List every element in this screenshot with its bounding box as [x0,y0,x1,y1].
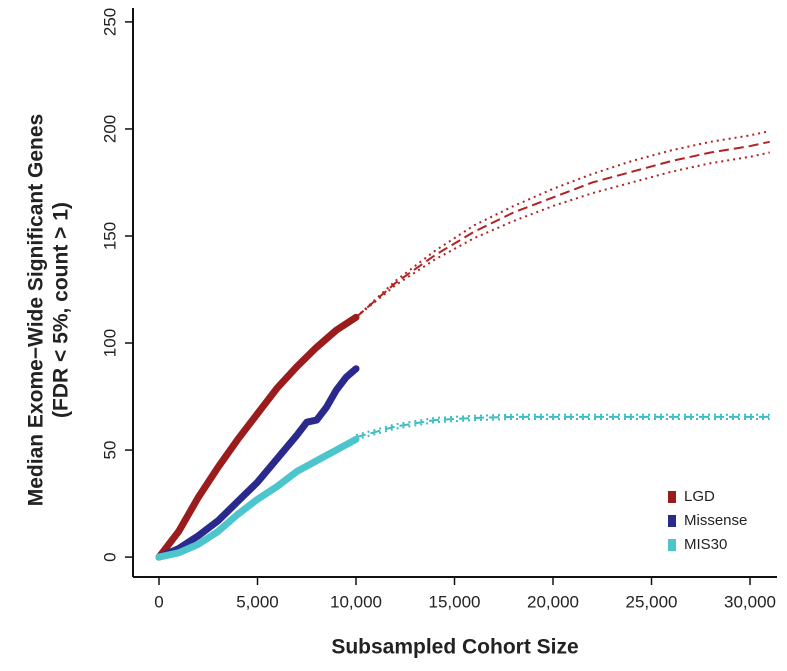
projection-line [355,140,770,319]
y-tick-label: 100 [100,329,119,357]
y-axis-title: (FDR < 5%, count > 1) [50,202,73,418]
legend-swatch [668,491,676,503]
projection-line [355,418,770,441]
y-tick-label: 150 [100,222,119,250]
x-tick-label: 25,000 [626,592,678,611]
x-tick-label: 15,000 [429,592,481,611]
y-tick-label: 200 [100,115,119,143]
x-tick-label: 10,000 [330,592,382,611]
legend-label: LGD [684,488,715,505]
x-tick-label: 5,000 [236,592,279,611]
series-line [155,435,360,561]
y-tick-label: 250 [100,8,119,36]
x-tick-label: 20,000 [527,592,579,611]
projection-line [355,151,770,319]
projection-line [355,413,770,437]
series-line [155,365,360,561]
projection-line [355,130,770,319]
y-tick-label: 50 [100,441,119,460]
x-tick-label: 0 [154,592,163,611]
series-line [155,313,360,561]
projection-line [355,415,770,439]
legend-swatch [668,515,676,527]
x-axis-title: Subsampled Cohort Size [331,636,578,659]
legend-swatch [668,539,676,551]
legend-label: Missense [684,512,747,529]
legend-label: MIS30 [684,536,727,553]
y-tick-label: 0 [100,552,119,561]
y-axis-title: Median Exome−Wide Significant Genes [25,114,48,507]
x-tick-label: 30,000 [724,592,776,611]
